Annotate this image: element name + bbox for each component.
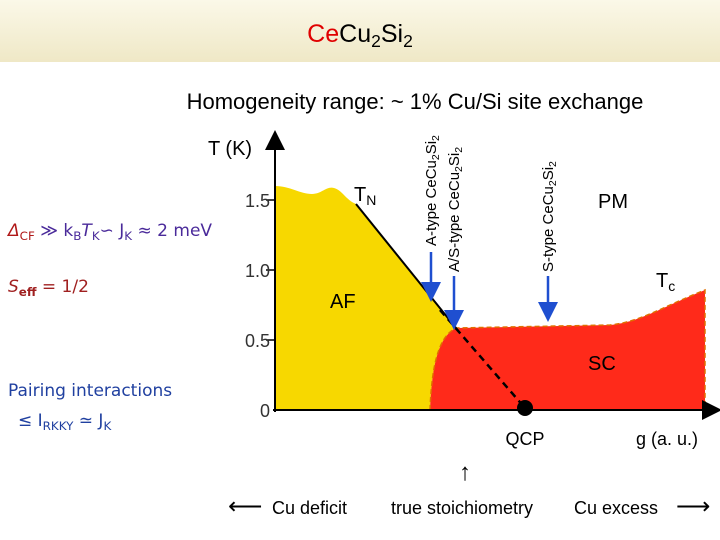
note-sub: CF	[20, 229, 35, 243]
y-tick-label: 1.5	[245, 191, 270, 211]
marker-label: A-type CeCu2Si2	[423, 135, 442, 246]
phase-label: AF	[330, 291, 356, 313]
sc-region	[429, 288, 706, 411]
marker-sub: 2	[430, 135, 442, 141]
phase-label: SC	[588, 353, 616, 375]
tn-main: T	[354, 184, 366, 206]
title-part: Ce	[307, 20, 339, 48]
marker-sub: 2	[547, 161, 559, 167]
tc-sub: c	[668, 278, 675, 294]
marker-part: Si	[446, 153, 463, 166]
af-region	[275, 186, 456, 410]
note-part: Δ	[6, 221, 20, 241]
note-part: ≈ 2 meV	[132, 221, 212, 241]
title-sub: 2	[403, 31, 413, 51]
marker-label: A/S-type CeCu2Si2	[446, 147, 465, 272]
tc-label: Tc	[656, 270, 675, 294]
title-sub: 2	[371, 31, 381, 51]
title-part: Si	[381, 20, 403, 48]
marker-sub: 2	[453, 147, 465, 153]
tc-main: T	[656, 270, 668, 292]
x-axis-label: g (a. u.)	[636, 429, 698, 449]
note-sub: eff	[19, 285, 37, 299]
subtitle: Homogeneity range: ~ 1% Cu/Si site excha…	[187, 89, 644, 114]
note: ≤ IRKKY ≃ JK	[18, 411, 112, 433]
phase-label: PM	[598, 191, 628, 213]
y-tick-label: 0	[260, 401, 270, 421]
note-sub: RKKY	[43, 419, 74, 433]
note: Seff = 1/2	[8, 277, 89, 299]
note: Pairing interactions	[8, 381, 172, 401]
bottom-label: true stoichiometry	[391, 498, 533, 518]
dashed-line	[439, 309, 526, 409]
marker-part: S-type CeCu	[540, 186, 557, 272]
marker-sub: 2	[547, 180, 559, 186]
note-part: T	[81, 221, 93, 241]
qcp-label: QCP	[505, 429, 544, 449]
ticks	[266, 199, 275, 341]
qcp-dot	[517, 400, 533, 416]
marker-part: A/S-type CeCu	[446, 172, 463, 272]
title-bar	[0, 0, 720, 62]
marker-part: Si	[540, 167, 557, 180]
marker-label: S-type CeCu2Si2	[540, 161, 559, 272]
note-sub: B	[73, 229, 81, 243]
title: CeCu2Si2	[307, 20, 413, 51]
title-part: Cu	[339, 20, 371, 48]
marker-sub: 2	[453, 166, 465, 172]
note-part: Pairing interactions	[8, 381, 172, 401]
y-tick-label: 1.0	[245, 261, 270, 281]
note-part: ≤ I	[18, 411, 43, 431]
marker-part: A-type CeCu	[423, 160, 440, 246]
marker-part: Si	[423, 141, 440, 154]
marker-sub: 2	[430, 154, 442, 160]
note-sub: K	[92, 229, 101, 243]
note-sub: K	[124, 229, 133, 243]
tn-sub: N	[366, 192, 376, 208]
note-part: ≃ J	[73, 411, 103, 431]
note-part: S	[8, 277, 19, 297]
arrow-left: ⟵	[228, 493, 262, 520]
note: ΔCF ≫ kBTK∽ JK ≈ 2 meV	[6, 221, 212, 243]
note-part: ∽ J	[100, 221, 125, 241]
bottom-label: Cu deficit	[272, 498, 347, 518]
y-axis-label: T (K)	[208, 138, 252, 160]
note-part: ≫ k	[35, 221, 74, 241]
tn-line	[355, 203, 457, 329]
y-tick-label: 0.5	[245, 331, 270, 351]
note-part: = 1/2	[37, 277, 89, 297]
note-sub: K	[103, 419, 112, 433]
tn-label: TN	[354, 184, 376, 208]
arrow-right: ⟶	[676, 493, 710, 520]
arrow-up: ↑	[459, 459, 471, 486]
bottom-label: Cu excess	[574, 498, 658, 518]
